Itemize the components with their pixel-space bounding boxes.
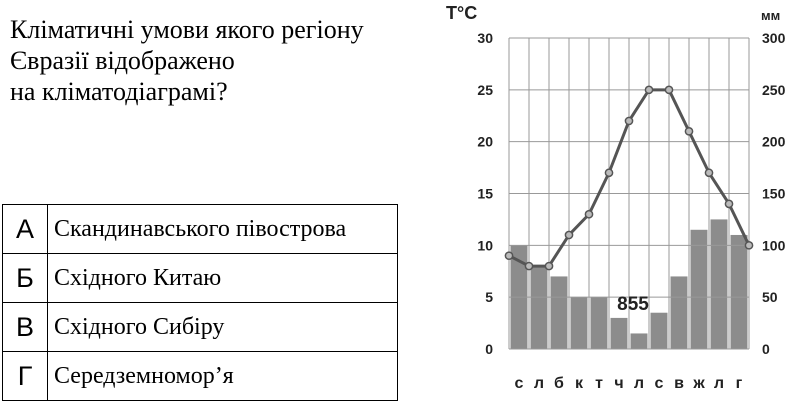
temperature-point	[744, 240, 754, 250]
temperature-point	[684, 126, 694, 136]
left-tick-label: 5	[485, 289, 493, 305]
question-text: Кліматичні умови якого регіону Євразії в…	[10, 15, 364, 106]
precipitation-bar	[590, 297, 608, 349]
precipitation-bar	[710, 219, 728, 349]
month-label: ж	[692, 375, 705, 392]
right-tick-label: 100	[762, 237, 786, 253]
temperature-point	[724, 199, 734, 209]
temperature-point	[624, 116, 634, 126]
precipitation-bar	[650, 312, 668, 349]
precipitation-bar	[670, 276, 688, 349]
left-tick-label: 20	[477, 134, 493, 150]
precipitation-bar	[730, 234, 748, 349]
month-label: л	[634, 375, 644, 392]
answer-option-b[interactable]: Б Східного Китаю	[2, 253, 398, 303]
month-label: с	[515, 375, 524, 392]
temperature-point	[544, 261, 554, 271]
month-label: т	[595, 375, 603, 392]
temperature-point	[564, 230, 574, 240]
right-axis-ticks: 300 250 200 150 100 50 0	[762, 30, 786, 357]
right-tick-label: 200	[762, 134, 786, 150]
answer-text: Середземномор’я	[47, 351, 398, 401]
answer-option-c[interactable]: В Східного Сибіру	[2, 302, 398, 352]
month-label: ч	[614, 375, 623, 392]
temperature-point	[604, 168, 614, 178]
right-tick-label: 50	[762, 289, 778, 305]
precipitation-bar	[630, 333, 648, 349]
month-label: в	[674, 375, 684, 392]
temperature-point	[504, 251, 514, 261]
month-label: л	[714, 375, 724, 392]
answer-text: Східного Сибіру	[47, 302, 398, 352]
answer-letter: В	[2, 302, 48, 352]
chart-grid	[508, 37, 750, 350]
month-label: л	[534, 375, 544, 392]
precipitation-bar	[690, 229, 708, 349]
precipitation-bar	[610, 317, 628, 349]
right-axis-unit: мм	[761, 8, 780, 23]
month-label: г	[736, 375, 743, 392]
temperature-point	[704, 168, 714, 178]
left-axis-ticks: 30 25 20 15 10 5 0	[477, 30, 493, 357]
temperature-point	[584, 209, 594, 219]
left-tick-label: 25	[477, 82, 493, 98]
left-tick-label: 0	[485, 341, 493, 357]
precipitation-bars	[510, 219, 748, 349]
answer-table: А Скандинавського півострова Б Східного …	[2, 204, 398, 401]
answer-text: Східного Китаю	[47, 253, 398, 303]
precipitation-bar	[530, 266, 548, 349]
temperature-point	[644, 85, 654, 95]
month-label: б	[554, 375, 564, 392]
left-axis-unit: T°C	[446, 3, 477, 23]
temperature-line	[504, 85, 754, 271]
left-tick-label: 15	[477, 186, 493, 202]
precipitation-bar	[550, 276, 568, 349]
month-label: с	[655, 375, 664, 392]
right-tick-label: 0	[762, 341, 770, 357]
temperature-point	[664, 85, 674, 95]
right-tick-label: 150	[762, 186, 786, 202]
precipitation-bar	[570, 297, 588, 349]
answer-option-d[interactable]: Г Середземномор’я	[2, 351, 398, 401]
left-tick-label: 30	[477, 30, 493, 46]
answer-text: Скандинавського півострова	[47, 204, 398, 254]
month-label: к	[575, 375, 584, 392]
left-tick-label: 10	[477, 237, 493, 253]
annual-precipitation-label: 855	[617, 294, 649, 315]
answer-letter: Г	[2, 351, 48, 401]
right-tick-label: 300	[762, 30, 786, 46]
right-tick-label: 250	[762, 82, 786, 98]
answer-letter: Б	[2, 253, 48, 303]
temperature-point	[524, 261, 534, 271]
answer-option-a[interactable]: А Скандинавського півострова	[2, 204, 398, 254]
answer-letter: А	[2, 204, 48, 254]
